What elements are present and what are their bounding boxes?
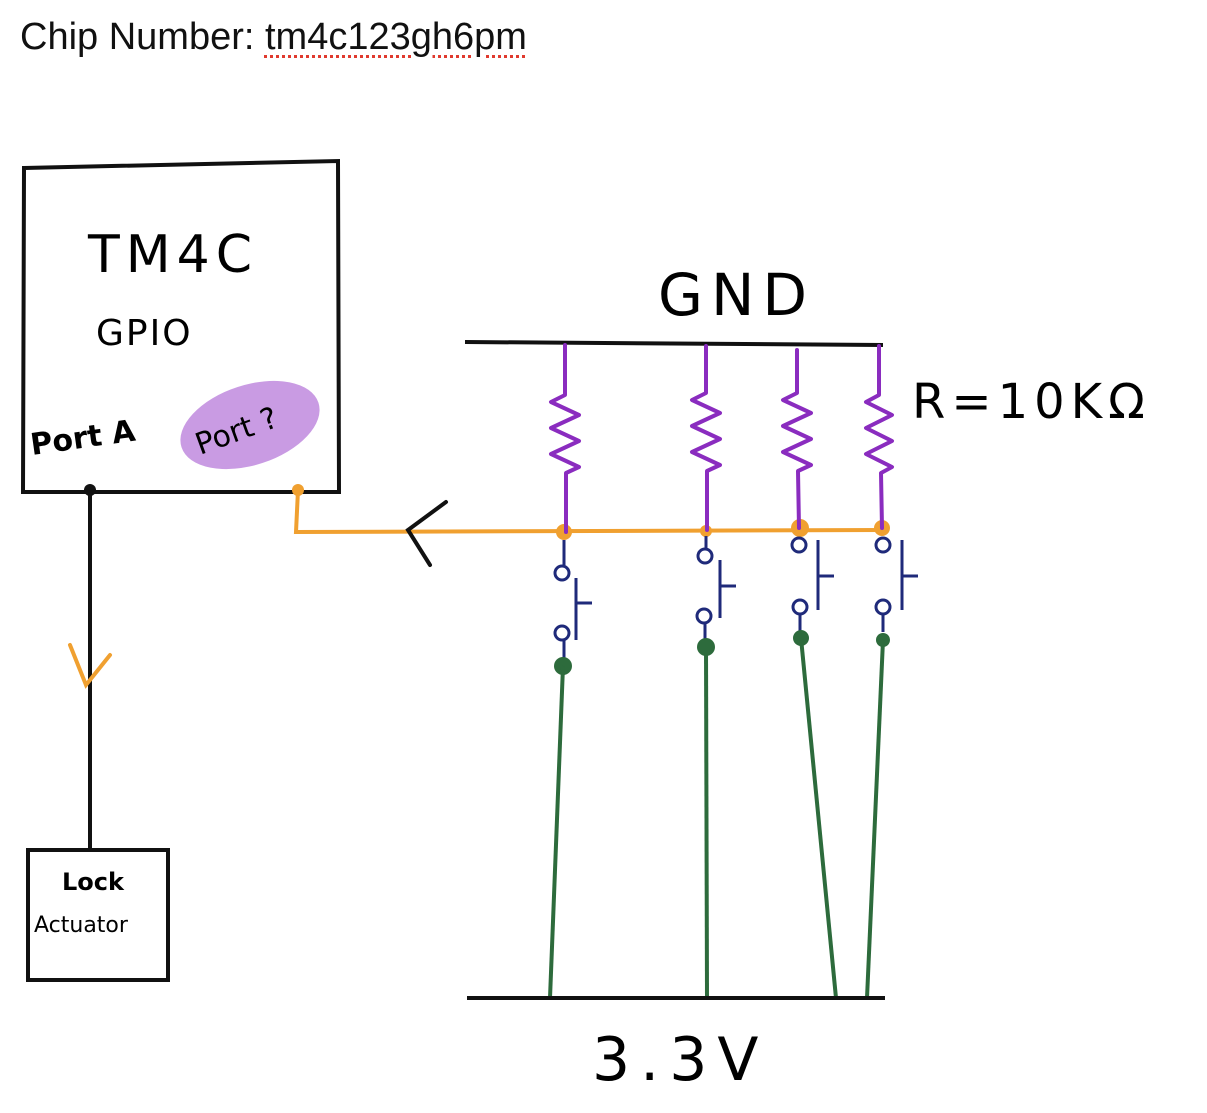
supply-rail: 3.3V [467, 996, 885, 1095]
chip-number-value: tm4c123gh6pm [264, 16, 527, 58]
supply-wire-1 [548, 665, 565, 999]
resistor-4 [864, 344, 894, 530]
resistor-label: R=10KΩ [912, 374, 1151, 430]
gnd-label: GND [658, 261, 815, 329]
mcu-box [20, 158, 342, 494]
supply-label: 3.3V [592, 1025, 768, 1095]
chip-number-label: Chip Number: [20, 16, 255, 58]
supply-wire-2 [704, 646, 709, 999]
switch-2 [695, 536, 736, 640]
resistor-1 [549, 343, 581, 534]
gnd-rail: GND [464, 261, 884, 347]
supply-wire-4 [865, 639, 885, 999]
resistors [549, 343, 894, 534]
mcu-subtitle: GPIO [96, 313, 193, 354]
gnd-line [464, 340, 884, 347]
switch-3 [790, 536, 834, 632]
lock-actuator-box [26, 848, 170, 982]
port-highlight [180, 380, 320, 470]
port-a-label: Port A [28, 413, 138, 462]
supply-wires [548, 630, 890, 999]
switch-4 [874, 536, 918, 632]
mcu-title: TM4C [87, 225, 258, 285]
input-bus-wire [293, 489, 886, 535]
actuator-label-line1: Lock [62, 868, 125, 896]
lock-actuator-block: Lock Actuator [26, 848, 170, 982]
resistor-2 [690, 344, 722, 532]
current-arrow-down [68, 643, 112, 689]
resistor-3 [781, 348, 813, 530]
actuator-label-line2: Actuator [34, 913, 129, 938]
actuator-wire [68, 484, 112, 850]
current-arrow-left [405, 500, 448, 567]
supply-wire-3 [799, 637, 838, 999]
switch-1 [553, 540, 592, 660]
chip-number-line: Chip Number: tm4c123gh6pm [20, 16, 527, 59]
switches [553, 536, 918, 660]
mcu-block: TM4C GPIO Port A Port ? [20, 158, 342, 494]
